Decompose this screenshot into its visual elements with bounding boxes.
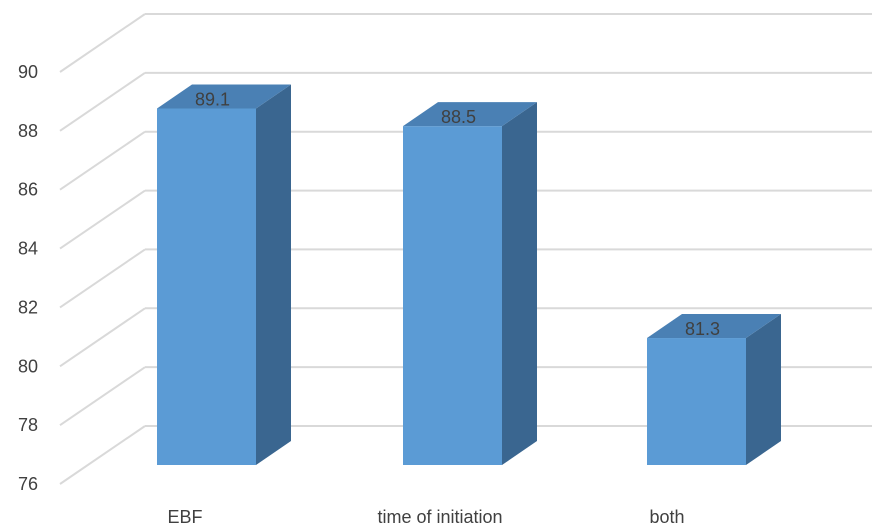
bar-front [647,338,746,465]
y-tick-label: 84 [18,239,38,259]
y-tick-label: 86 [18,180,38,200]
bar-side [746,314,781,465]
bar-side [502,102,537,466]
bar-3 [647,314,781,465]
y-tick-label: 78 [18,415,38,435]
bar-top [647,314,781,339]
bar-front [403,126,502,466]
x-tick-label: both [649,507,684,527]
x-tick-label: time of initiation [377,507,502,527]
y-axis: 76 78 80 82 84 86 88 90 [18,62,38,494]
data-label: 81.3 [685,319,720,339]
y-tick-label: 80 [18,356,38,376]
y-tick-label: 88 [18,121,38,141]
y-tick-label: 90 [18,62,38,82]
bar-1 [157,84,291,465]
y-tick-label: 76 [18,474,38,494]
x-tick-label: EBF [167,507,202,527]
gridline-side [59,13,146,73]
bar-2 [403,102,537,466]
data-label: 88.5 [441,107,476,127]
y-tick-label: 82 [18,297,38,317]
bar-front [157,108,256,465]
bar-top [403,102,537,127]
gridline-side [59,189,146,250]
bar-top [157,84,291,109]
gridline-side [59,425,146,485]
gridline-side [59,248,146,309]
gridline-side [59,307,146,368]
data-label: 89.1 [195,89,230,109]
gridline-side [59,366,146,426]
labels: 89.1 EBF 88.5 time of initiation 81.3 both [167,89,720,527]
bars [157,84,781,466]
gridline-side [59,130,146,191]
gridline-side [59,72,146,132]
bar-side [256,84,291,465]
